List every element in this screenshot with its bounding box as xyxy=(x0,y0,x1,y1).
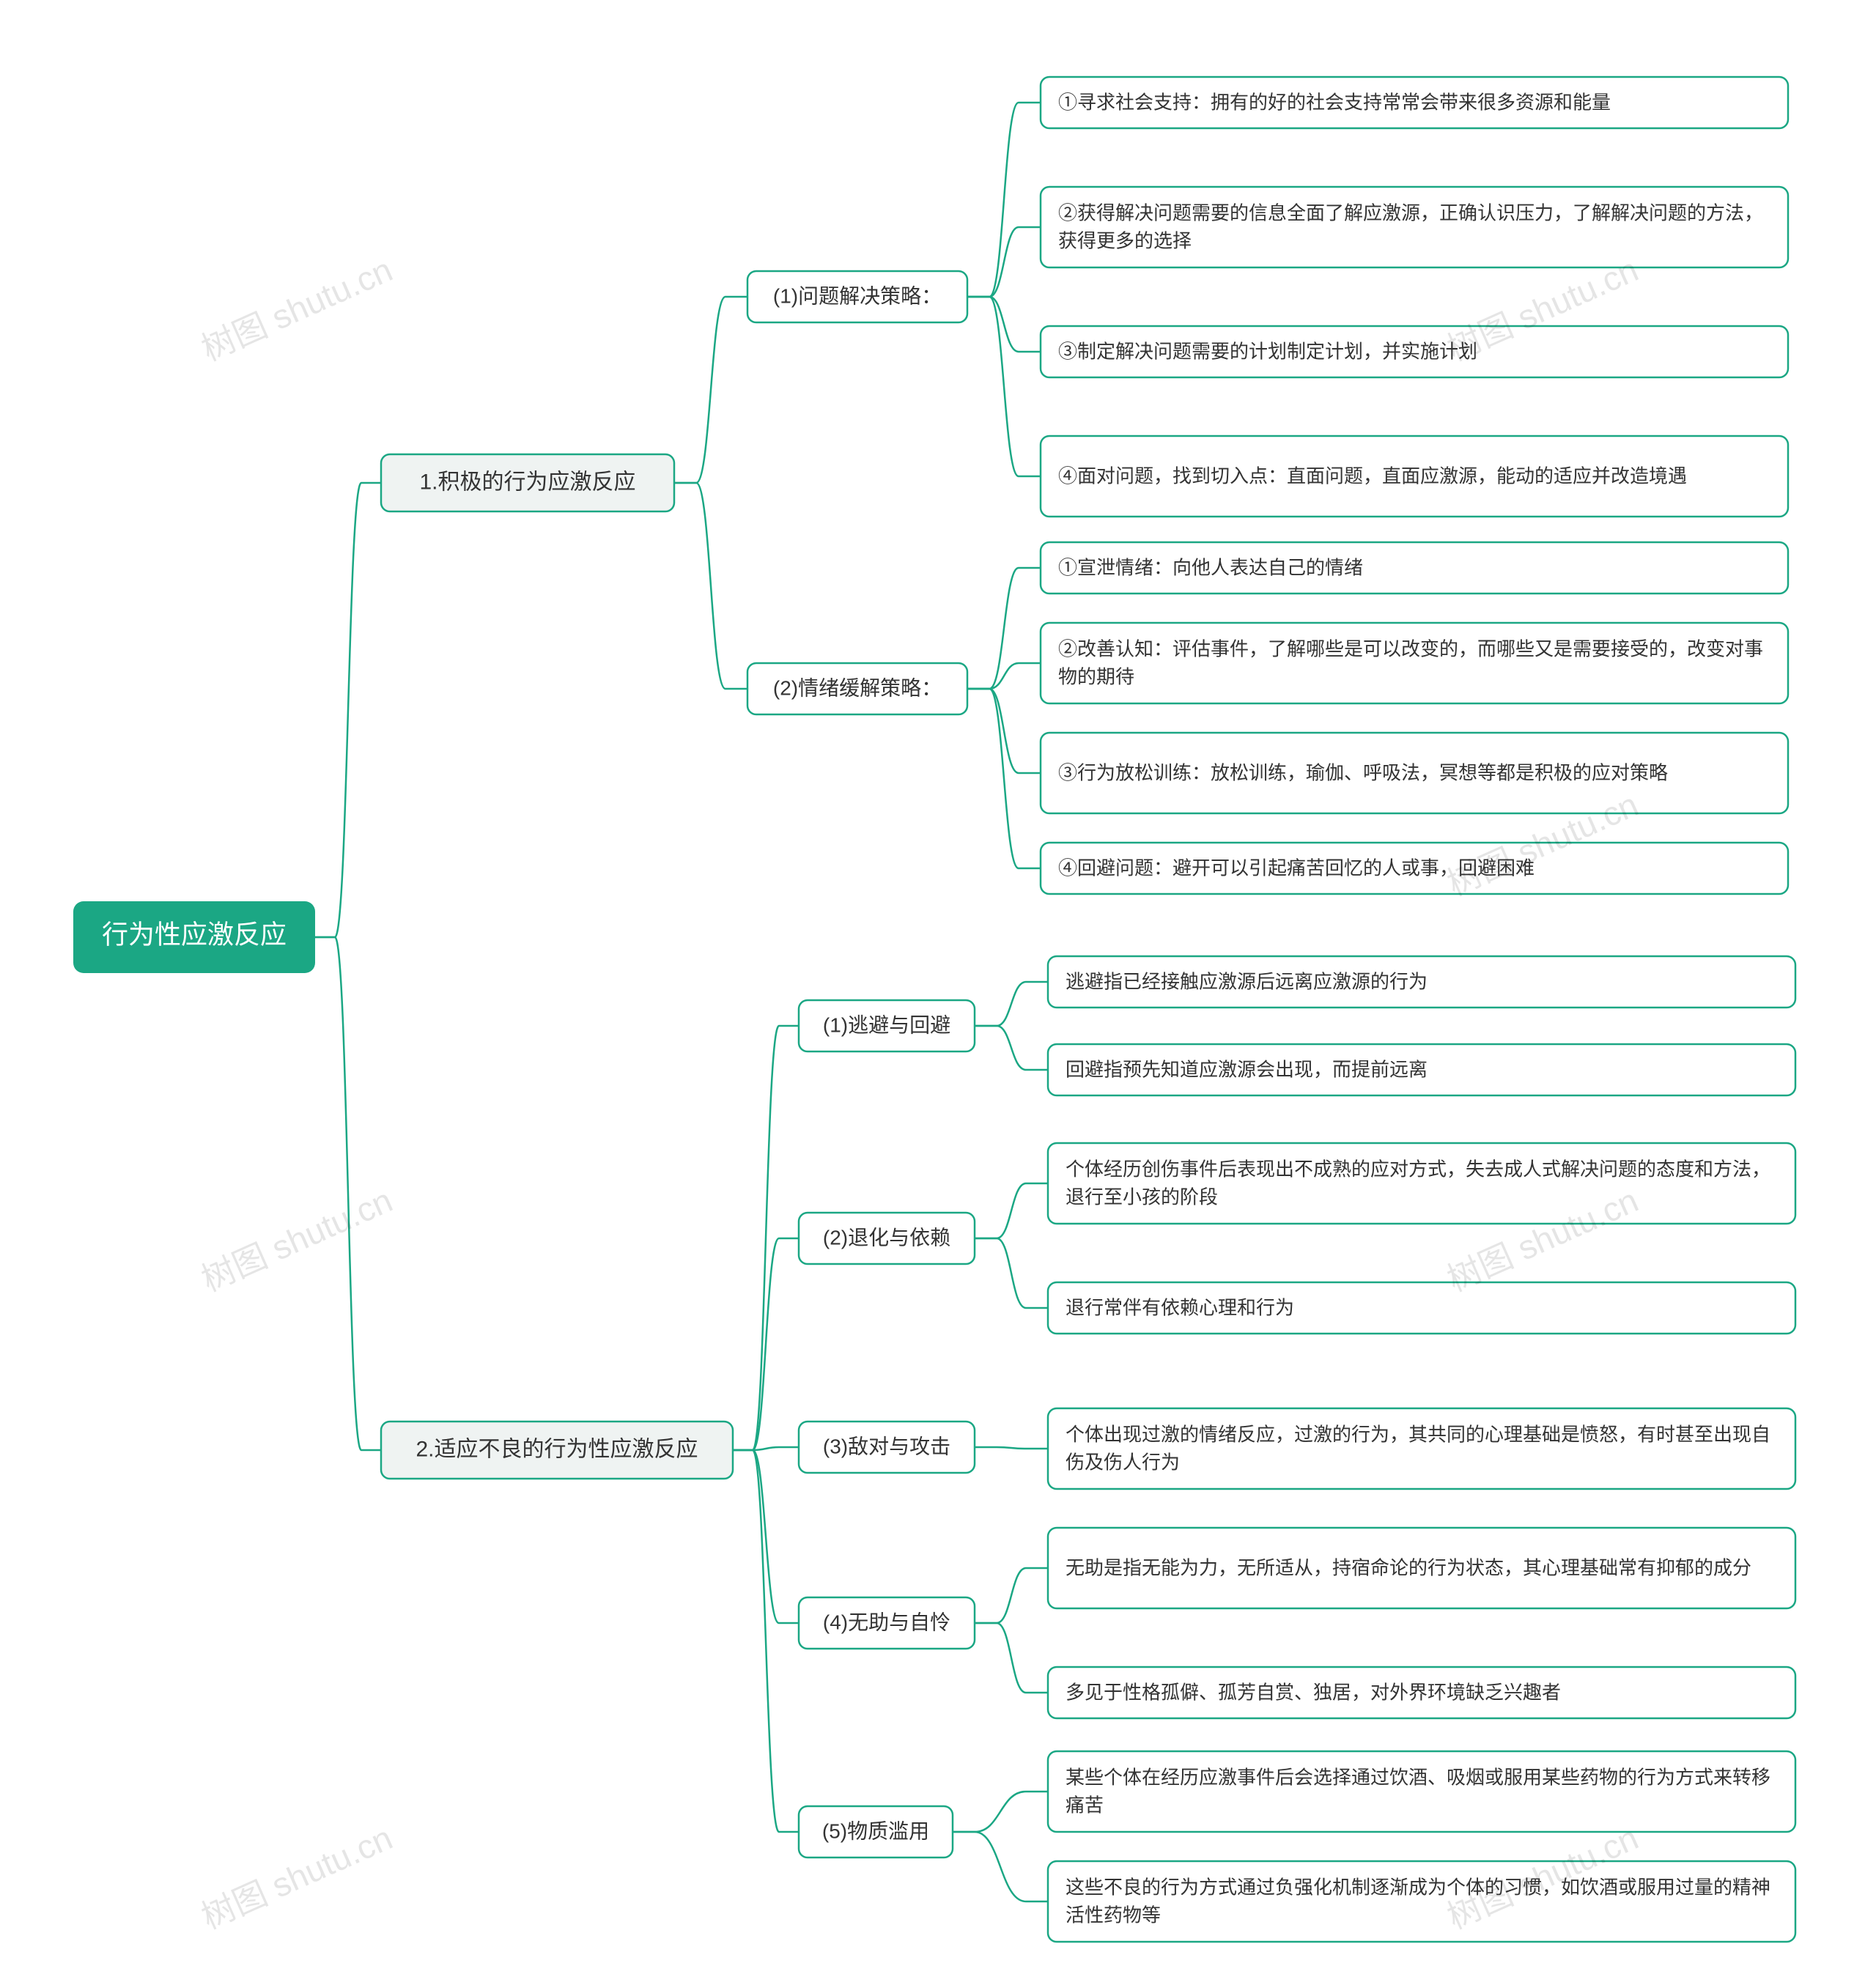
connector xyxy=(674,297,747,483)
node-l_2_5_1[interactable]: 某些个体在经历应激事件后会选择通过饮酒、吸烟或服用某些药物的行为方式来转移痛苦 xyxy=(1048,1751,1795,1832)
connector xyxy=(975,982,1048,1026)
connector xyxy=(953,1792,1048,1832)
connector xyxy=(967,297,1041,352)
node-text: 退行常伴有依赖心理和行为 xyxy=(1066,1296,1294,1318)
node-text: ④面对问题，找到切入点：直面问题，直面应激源，能动的适应并改造境遇 xyxy=(1058,465,1687,487)
connector xyxy=(975,1623,1048,1693)
mindmap-canvas: 行为性应激反应 1.积极的行为应激反应 2.适应不良的行为性应激反应 (1)问题解决策… xyxy=(0,0,1876,1985)
node-l_2_3_1[interactable]: 个体出现过激的情绪反应，过激的行为，其共同的心理基础是愤怒，有时甚至出现自伤及伤… xyxy=(1048,1408,1795,1489)
node-l_2_4_2[interactable]: 多见于性格孤僻、孤芳自赏、独居，对外界环境缺乏兴趣者 xyxy=(1048,1667,1795,1718)
connector xyxy=(967,227,1041,297)
connector xyxy=(733,1450,799,1832)
connector xyxy=(967,689,1041,773)
connector xyxy=(975,1183,1048,1238)
node-text: 回避指预先知道应激源会出现，而提前远离 xyxy=(1066,1058,1428,1080)
connector xyxy=(953,1832,1048,1901)
node-b2_3[interactable]: (3)敌对与攻击 xyxy=(799,1422,975,1473)
node-b2[interactable]: 2.适应不良的行为性应激反应 xyxy=(381,1422,733,1479)
connector xyxy=(975,1026,1048,1070)
node-b2_5[interactable]: (5)物质滥用 xyxy=(799,1806,953,1858)
node-l_1_1_1[interactable]: ①寻求社会支持：拥有的好的社会支持常常会带来很多资源和能量 xyxy=(1041,77,1788,128)
node-l_2_1_2[interactable]: 回避指预先知道应激源会出现，而提前远离 xyxy=(1048,1044,1795,1095)
node-text: (2)情绪缓解策略： xyxy=(773,676,942,699)
node-text: (2)退化与依赖 xyxy=(823,1226,950,1249)
node-l_1_2_2[interactable]: ②改善认知：评估事件，了解哪些是可以改变的，而哪些又是需要接受的，改变对事物的期… xyxy=(1041,623,1788,703)
node-root[interactable]: 行为性应激反应 xyxy=(73,901,315,973)
node-text: (1)逃避与回避 xyxy=(823,1013,950,1036)
connector xyxy=(315,937,381,1450)
node-text: 多见于性格孤僻、孤芳自赏、独居，对外界环境缺乏兴趣者 xyxy=(1066,1681,1561,1703)
node-l_1_2_4[interactable]: ④回避问题：避开可以引起痛苦回忆的人或事，回避困难 xyxy=(1041,843,1788,894)
node-l_1_2_1[interactable]: ①宣泄情绪：向他人表达自己的情绪 xyxy=(1041,542,1788,594)
connector xyxy=(975,1238,1048,1308)
node-text: (3)敌对与攻击 xyxy=(823,1435,950,1457)
connector xyxy=(315,483,381,937)
connector xyxy=(674,483,747,689)
node-text: (4)无助与自怜 xyxy=(823,1611,950,1633)
connector xyxy=(733,1238,799,1450)
node-l_1_1_3[interactable]: ③制定解决问题需要的计划制定计划，并实施计划 xyxy=(1041,326,1788,377)
node-l_2_1_1[interactable]: 逃避指已经接触应激源后远离应激源的行为 xyxy=(1048,956,1795,1008)
node-text: (1)问题解决策略： xyxy=(773,284,942,307)
node-text: 无助是指无能为力，无所适从，持宿命论的行为状态，其心理基础常有抑郁的成分 xyxy=(1066,1556,1751,1578)
node-l_2_5_2[interactable]: 这些不良的行为方式通过负强化机制逐渐成为个体的习惯，如饮酒或服用过量的精神活性药… xyxy=(1048,1861,1795,1942)
node-text: (5)物质滥用 xyxy=(822,1819,929,1842)
connector xyxy=(967,689,1041,868)
node-l_2_4_1[interactable]: 无助是指无能为力，无所适从，持宿命论的行为状态，其心理基础常有抑郁的成分 xyxy=(1048,1528,1795,1608)
node-l_2_2_1[interactable]: 个体经历创伤事件后表现出不成熟的应对方式，失去成人式解决问题的态度和方法，退行至… xyxy=(1048,1143,1795,1224)
connector xyxy=(975,1568,1048,1623)
node-b2_1[interactable]: (1)逃避与回避 xyxy=(799,1000,975,1051)
connector xyxy=(733,1450,799,1623)
node-b1_2[interactable]: (2)情绪缓解策略： xyxy=(747,663,967,714)
node-text: ④回避问题：避开可以引起痛苦回忆的人或事，回避困难 xyxy=(1058,857,1535,879)
node-text: ①寻求社会支持：拥有的好的社会支持常常会带来很多资源和能量 xyxy=(1058,91,1611,113)
node-b1[interactable]: 1.积极的行为应激反应 xyxy=(381,454,674,511)
node-text: 行为性应激反应 xyxy=(102,919,287,949)
node-b1_1[interactable]: (1)问题解决策略： xyxy=(747,271,967,322)
node-text: 2.适应不良的行为性应激反应 xyxy=(416,1437,698,1461)
node-text: ③行为放松训练：放松训练，瑜伽、呼吸法，冥想等都是积极的应对策略 xyxy=(1058,761,1668,783)
node-l_1_2_3[interactable]: ③行为放松训练：放松训练，瑜伽、呼吸法，冥想等都是积极的应对策略 xyxy=(1041,733,1788,813)
connector xyxy=(975,1447,1048,1449)
node-text: ①宣泄情绪：向他人表达自己的情绪 xyxy=(1058,556,1363,578)
node-b2_2[interactable]: (2)退化与依赖 xyxy=(799,1213,975,1264)
node-text: ③制定解决问题需要的计划制定计划，并实施计划 xyxy=(1058,340,1477,362)
node-b2_4[interactable]: (4)无助与自怜 xyxy=(799,1597,975,1649)
connector xyxy=(967,568,1041,689)
connector xyxy=(967,103,1041,297)
connector xyxy=(967,663,1041,689)
node-text: 逃避指已经接触应激源后远离应激源的行为 xyxy=(1066,970,1428,992)
node-l_1_1_4[interactable]: ④面对问题，找到切入点：直面问题，直面应激源，能动的适应并改造境遇 xyxy=(1041,436,1788,517)
node-text: 1.积极的行为应激反应 xyxy=(419,470,635,494)
node-l_2_2_2[interactable]: 退行常伴有依赖心理和行为 xyxy=(1048,1282,1795,1334)
node-l_1_1_2[interactable]: ②获得解决问题需要的信息全面了解应激源，正确认识压力，了解解决问题的方法，获得更… xyxy=(1041,187,1788,267)
